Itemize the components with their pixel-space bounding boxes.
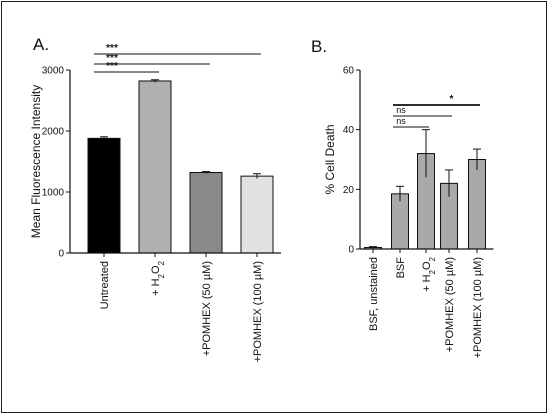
panel-a-y-tick-label: 3000 bbox=[42, 66, 65, 77]
panel-b-y-tick-label: 40 bbox=[343, 125, 355, 136]
panel-a-category-label: + H2O2 bbox=[150, 260, 166, 295]
panel-a-bar bbox=[240, 175, 274, 254]
panel-b-y-tick-label: 60 bbox=[343, 66, 355, 77]
panel-a-y-tick-label: 1000 bbox=[42, 188, 65, 199]
panel-b-y-tick-label: 0 bbox=[348, 245, 354, 256]
panel-b-category-label: BSF bbox=[395, 257, 407, 279]
panel-b-significance-label: ns bbox=[396, 116, 406, 126]
panel-a-significance-label: *** bbox=[106, 43, 118, 54]
panel-a-significance-label: *** bbox=[106, 61, 118, 72]
panel-b-significance-label: ns bbox=[396, 105, 406, 115]
panel-a-y-tick-label: 2000 bbox=[42, 127, 65, 138]
panel-a-y-tick-label: 0 bbox=[58, 249, 64, 260]
panel-b-category-label: + H2O2 bbox=[421, 256, 437, 291]
panel-b-letter: B. bbox=[311, 37, 327, 56]
panel-b-bar bbox=[391, 193, 409, 250]
panel-b-category-label: +POMHEX (50 µM) bbox=[444, 257, 456, 352]
panel-a-significance-label: *** bbox=[106, 53, 118, 64]
panel-a-category-label: +POMHEX (50 µM) bbox=[201, 261, 213, 356]
panel-b-bar bbox=[468, 159, 486, 250]
panel-b-category-label: +POMHEX (100 µM) bbox=[472, 257, 484, 358]
panel-a-bar bbox=[189, 171, 223, 254]
panel-b-significance-label: * bbox=[450, 94, 454, 105]
panel-b-y-tick-label: 20 bbox=[343, 185, 355, 196]
panel-a-letter: A. bbox=[33, 35, 49, 54]
panel-a-category-label: Untreated bbox=[99, 261, 111, 309]
panel-b-category-label: BSF, unstained bbox=[368, 257, 380, 331]
panel-b-y-axis-title: % Cell Death bbox=[323, 124, 337, 194]
panel-a-category-label: +POMHEX (100 µM) bbox=[252, 261, 264, 362]
panel-a-bar bbox=[87, 137, 121, 254]
panel-a-y-axis-title: Mean Fluorescence Intensity bbox=[29, 85, 43, 238]
panel-a-bar bbox=[138, 80, 172, 254]
